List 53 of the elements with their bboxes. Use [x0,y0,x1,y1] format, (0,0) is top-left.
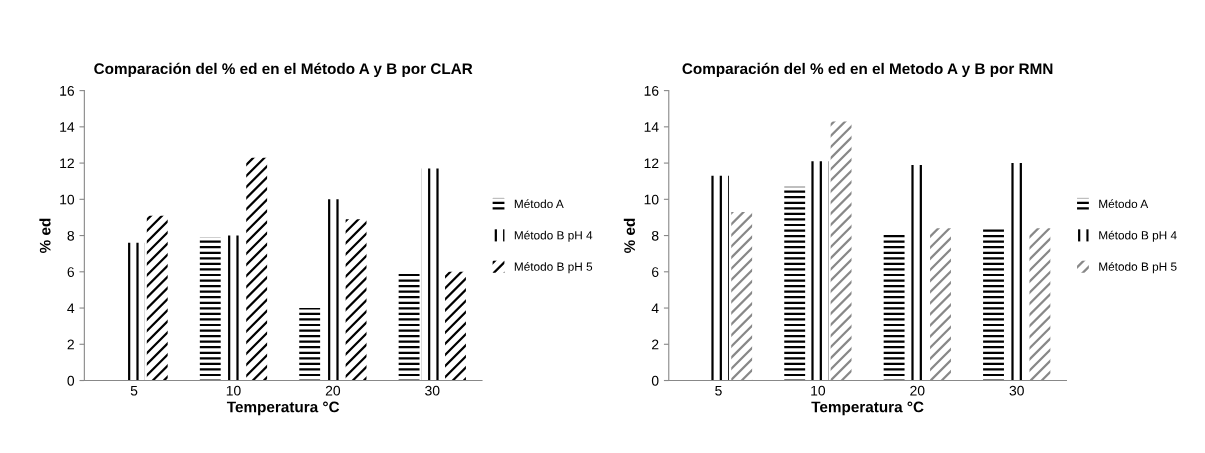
y-tick-label: 0 [67,375,75,386]
chart-title: Comparación del % ed en el Método A y B por CLAR [94,62,473,78]
x-tick-label: 10 [811,385,826,396]
chart-title: Comparación del % ed en el Metodo A y B por RMN [682,62,1053,78]
bar [445,271,466,381]
y-tick-label: 8 [651,230,659,241]
x-tick-label: 5 [130,385,138,396]
bar [983,228,1004,381]
legend-label: Método B pH 4 [514,230,593,242]
bar [731,212,753,381]
bar [345,219,367,381]
x-tick-label: 30 [425,385,440,396]
bar [883,233,905,381]
x-tick-label: 20 [910,385,925,396]
y-tick-label: 8 [67,230,75,241]
y-tick-label: 10 [644,194,659,205]
legend-label: Método B pH 5 [1099,262,1177,274]
y-tick-label: 10 [60,194,75,205]
legend-label: Método B pH 5 [514,262,593,274]
y-tick-label: 14 [60,122,75,132]
bar [830,121,852,381]
y-axis-title: % ed [623,218,636,254]
y-tick-label: 2 [67,339,74,350]
bar [708,175,729,381]
legend-label: Método B pH 4 [1099,230,1177,242]
bar [146,215,168,381]
bar [246,157,268,381]
legend-label: Método A [1099,199,1149,209]
y-tick-label: 12 [60,158,74,169]
x-tick-label: 10 [226,385,241,396]
y-tick-label: 6 [652,267,659,277]
bar [299,308,321,381]
bar [784,186,806,381]
x-axis-title: Temperatura °C [811,401,924,416]
y-tick-label: 12 [644,158,659,169]
x-tick-label: 20 [325,385,341,396]
x-axis-title: Temperatura °C [226,401,340,416]
y-axis-title: % ed [39,218,51,254]
y-tick-label: 6 [67,267,75,277]
x-tick-label: 5 [715,385,722,396]
x-tick-label: 30 [1009,385,1024,396]
bar [930,228,951,381]
y-tick-label: 4 [651,303,659,314]
bar [199,237,221,381]
y-tick-label: 16 [644,85,659,96]
bar [1029,228,1051,381]
bar [398,273,420,381]
y-tick-label: 4 [67,303,75,314]
y-tick-label: 2 [652,339,659,350]
y-tick-label: 16 [60,85,75,96]
y-tick-label: 0 [651,375,659,386]
legend-label: Método A [514,199,564,209]
y-tick-label: 14 [644,122,659,132]
